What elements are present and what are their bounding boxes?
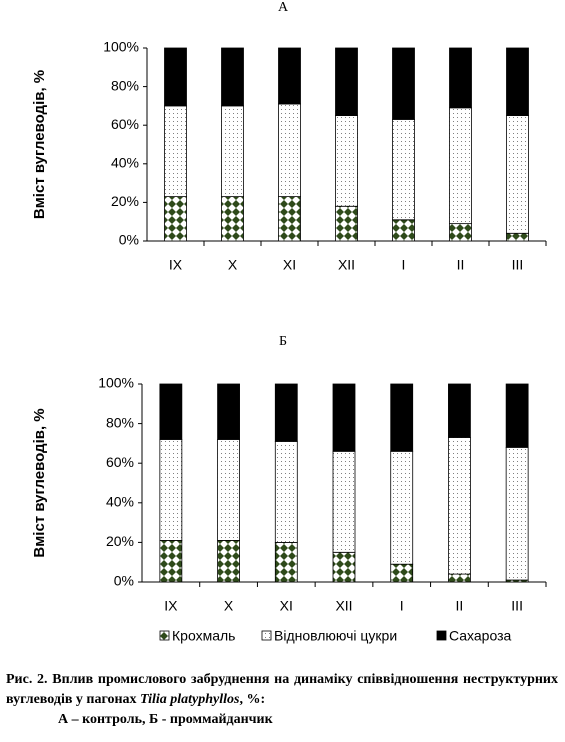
- y-tick-label: 80%: [106, 414, 134, 430]
- chart-title: А: [278, 0, 289, 15]
- y-tick-label: 0%: [114, 573, 134, 589]
- y-tick-label: 100%: [98, 375, 134, 391]
- bar-segment: [274, 441, 298, 543]
- caption: Рис. 2. Вплив промислового забруднення н…: [6, 670, 558, 730]
- caption-text: , %:: [239, 692, 266, 707]
- bar-segment: [392, 219, 415, 242]
- bar-segment: [332, 450, 356, 553]
- bar-segment: [217, 439, 240, 541]
- bar-segment: [278, 103, 301, 198]
- legend-swatch: [436, 630, 447, 641]
- bar-segment: [449, 107, 472, 225]
- bar-segment: [221, 196, 244, 242]
- chart-title: Б: [279, 334, 287, 349]
- bar-segment: [164, 196, 187, 242]
- y-tick-label: 60%: [111, 116, 139, 132]
- x-tick-label: X: [224, 598, 234, 614]
- caption-species: Tilia platyphyllos: [140, 692, 240, 707]
- bar-segment: [390, 450, 414, 565]
- x-tick-label: II: [456, 598, 464, 614]
- y-tick-label: 20%: [106, 533, 134, 549]
- y-axis-label: Вміст вуглеводів, %: [31, 408, 48, 557]
- caption-text: Вплив промислового забруднення на динамі…: [6, 672, 558, 707]
- bar-segment: [159, 383, 183, 440]
- bar-segment: [159, 540, 183, 583]
- legend-label: Відновлюючі цукри: [274, 628, 397, 644]
- y-tick-label: 40%: [106, 494, 134, 510]
- bar-segment: [221, 47, 244, 107]
- x-tick-label: II: [457, 257, 465, 273]
- caption-label: Рис. 2.: [6, 672, 48, 687]
- x-tick-label: XII: [338, 257, 355, 273]
- x-tick-label: IX: [169, 257, 183, 273]
- y-tick-label: 0%: [119, 232, 139, 248]
- bar-segment: [449, 47, 472, 109]
- x-tick-label: IX: [164, 598, 178, 614]
- bar-segment: [335, 115, 358, 207]
- x-tick-label: X: [228, 257, 238, 273]
- bar-segment: [505, 446, 529, 581]
- bar-segment: [274, 542, 298, 583]
- x-tick-label: XI: [283, 257, 296, 273]
- legend-label: Сахароза: [449, 628, 512, 644]
- y-tick-label: 80%: [111, 77, 139, 93]
- bar-segment: [390, 383, 414, 452]
- bar-segment: [278, 47, 301, 105]
- bar-segment: [390, 563, 414, 583]
- bar-segment: [448, 437, 471, 575]
- bar-segment: [392, 119, 415, 221]
- bar-segment: [332, 551, 356, 583]
- bar-segment: [506, 115, 529, 234]
- y-tick-label: 100%: [103, 39, 139, 55]
- x-tick-label: I: [400, 598, 404, 614]
- legend-label: Крохмаль: [172, 628, 235, 644]
- bar-segment: [506, 232, 529, 242]
- bar-segment: [448, 573, 471, 583]
- bar-segment: [506, 47, 529, 116]
- legend-swatch: [261, 630, 272, 641]
- bar-segment: [274, 383, 298, 442]
- bar-segment: [164, 105, 187, 198]
- x-tick-label: I: [402, 257, 406, 273]
- x-tick-label: XI: [280, 598, 293, 614]
- caption-line: А – контроль, Б - проммайданчик: [58, 712, 273, 727]
- x-tick-label: XII: [335, 598, 352, 614]
- bar-segment: [448, 383, 471, 438]
- legend-swatch: [159, 630, 170, 641]
- bar-segment: [332, 383, 356, 452]
- bar-segment: [335, 205, 358, 242]
- y-tick-label: 20%: [111, 193, 139, 209]
- bar-segment: [505, 383, 529, 448]
- bar-segment: [392, 47, 415, 120]
- bar-segment: [159, 439, 183, 541]
- bar-segment: [335, 47, 358, 116]
- y-axis-label: Вміст вуглеводів, %: [31, 70, 48, 219]
- bar-segment: [217, 383, 240, 440]
- y-tick-label: 40%: [111, 155, 139, 171]
- bar-segment: [221, 105, 244, 198]
- bar-segment: [217, 540, 240, 583]
- bar-segment: [449, 223, 472, 242]
- bar-segment: [164, 47, 187, 107]
- x-tick-label: III: [512, 257, 524, 273]
- y-tick-label: 60%: [106, 454, 134, 470]
- bar-segment: [278, 196, 301, 242]
- x-tick-label: III: [511, 598, 523, 614]
